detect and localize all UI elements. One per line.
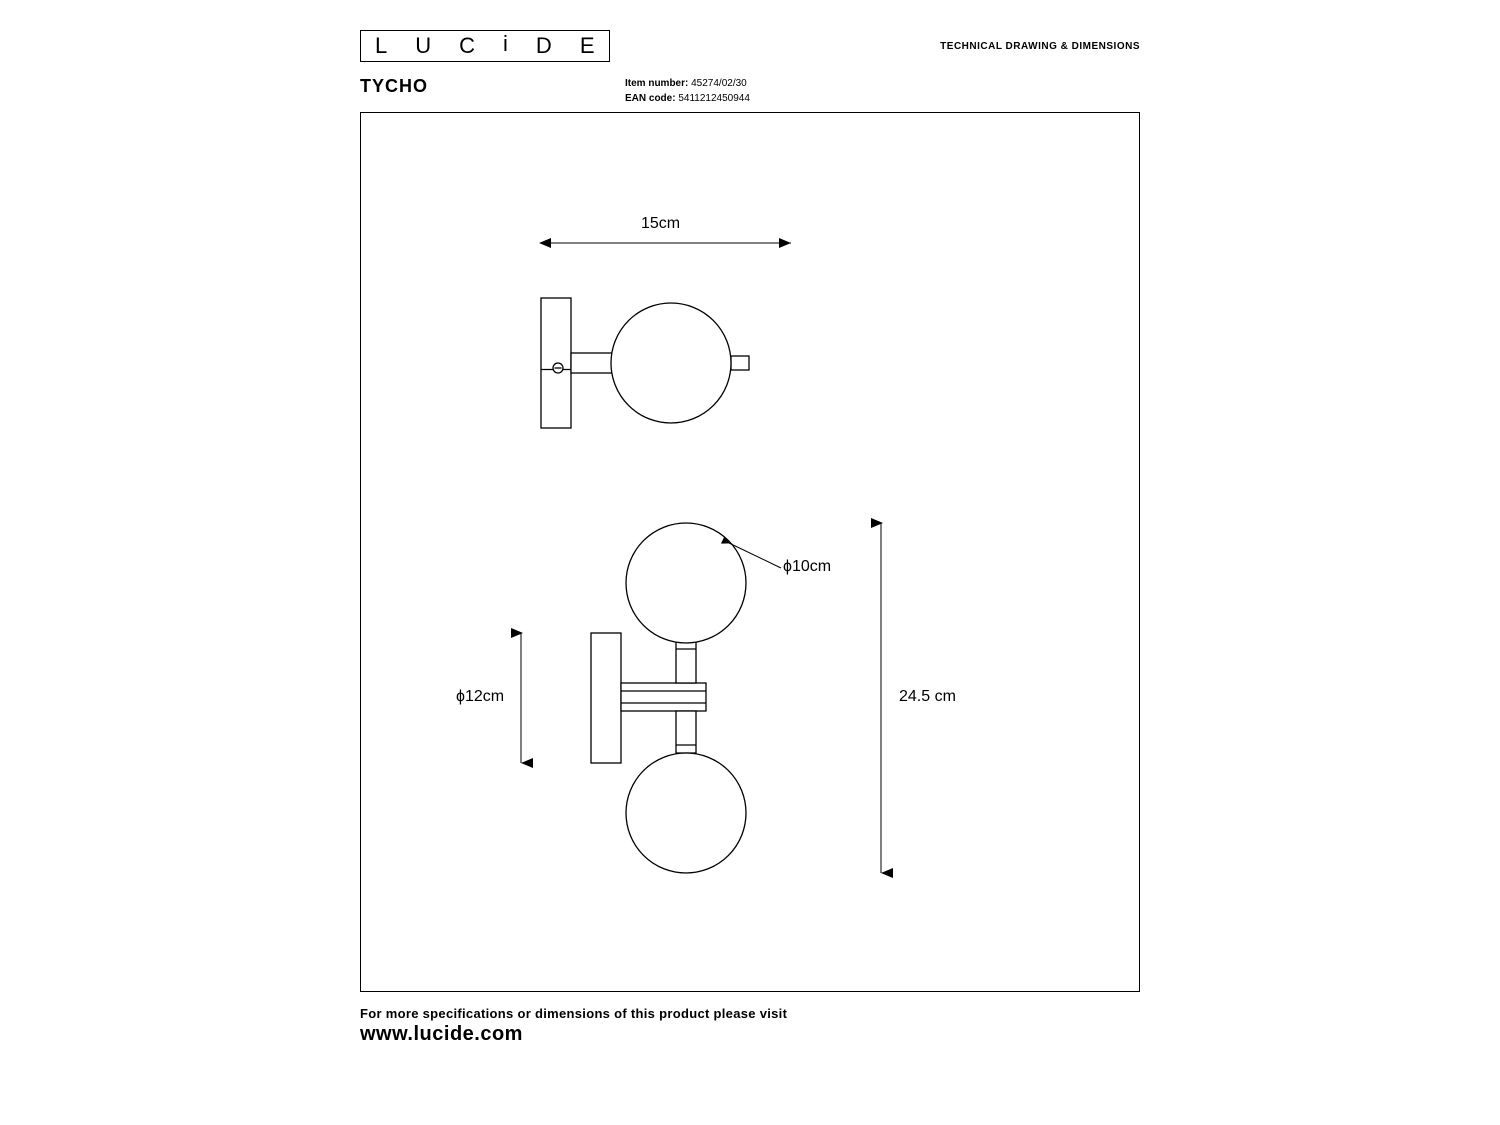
dim-width-label: 15cm — [641, 215, 680, 233]
dim-bracket-label: ϕ12cm — [456, 688, 504, 706]
brand-logo: LUCiDE — [360, 30, 610, 62]
front-view-drawing — [361, 523, 1141, 993]
dim-height-label: 24.5 cm — [899, 688, 956, 706]
item-number-label: Item number: — [625, 78, 688, 89]
drawing-frame: 15cm ϕ10cm ϕ12cm 24.5 cm — [360, 112, 1140, 992]
item-number-value: 45274/02/30 — [691, 78, 747, 89]
ean-value: 5411212450944 — [678, 93, 750, 104]
dim-sphere-label: ϕ10cm — [783, 558, 831, 576]
product-name: TYCHO — [360, 76, 625, 97]
footer-url: www.lucide.com — [360, 1023, 1140, 1046]
product-meta: Item number: 45274/02/30 EAN code: 54112… — [625, 76, 750, 106]
footer-text: For more specifications or dimensions of… — [360, 1006, 1140, 1021]
footer: For more specifications or dimensions of… — [360, 1006, 1140, 1046]
doc-type-label: TECHNICAL DRAWING & DIMENSIONS — [940, 41, 1140, 52]
ean-label: EAN code: — [625, 93, 676, 104]
top-view-drawing — [361, 113, 1141, 473]
